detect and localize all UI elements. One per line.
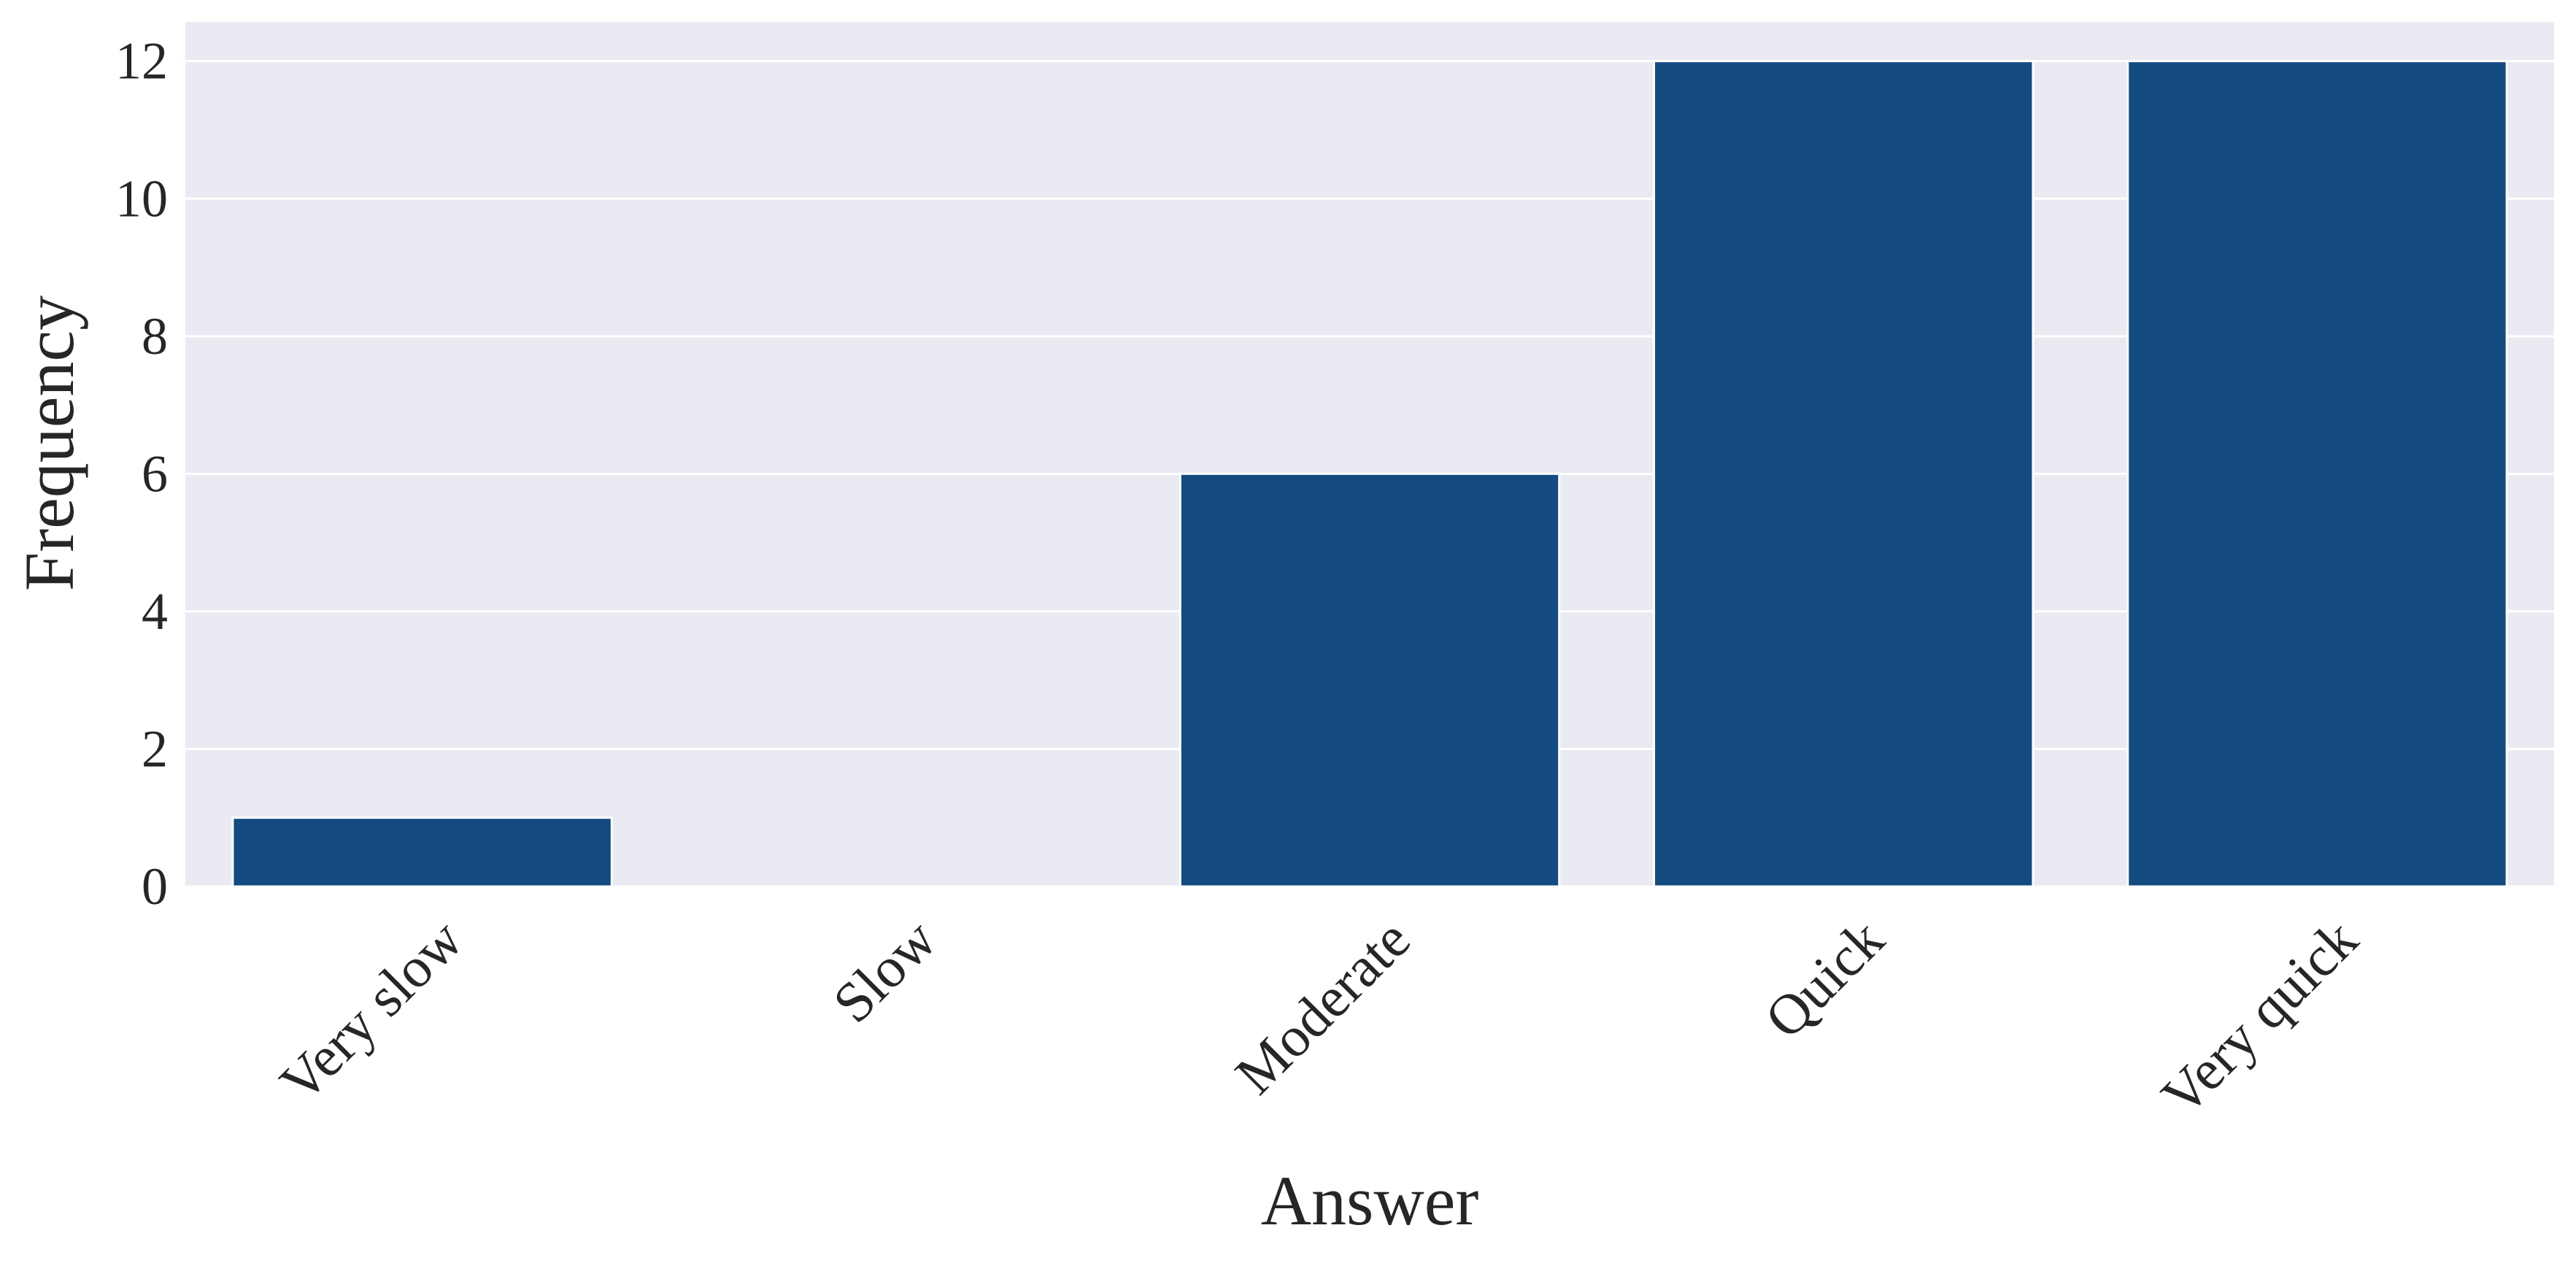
y-tick-label: 2 xyxy=(142,719,168,778)
bar-very-slow xyxy=(231,816,613,888)
x-axis-title: Answer xyxy=(1261,1162,1479,1240)
y-tick-label: 6 xyxy=(142,444,168,503)
x-tick-label: Very quick xyxy=(2149,907,2369,1127)
x-tick-label: Moderate xyxy=(1223,907,1422,1106)
y-tick-label: 4 xyxy=(142,582,168,641)
bar-quick xyxy=(1653,60,2035,888)
y-axis-ticks: 0 2 4 6 8 10 12 xyxy=(115,32,168,916)
x-axis-ticks: Very slow Slow Moderate Quick Very quick xyxy=(268,907,2369,1127)
x-tick-label: Very slow xyxy=(268,907,475,1114)
x-tick-label: Quick xyxy=(1753,907,1896,1050)
bar-very-quick xyxy=(2126,60,2508,888)
x-tick-label: Slow xyxy=(820,907,948,1035)
y-tick-label: 8 xyxy=(142,307,168,366)
y-tick-label: 10 xyxy=(115,169,168,228)
bars xyxy=(231,60,2508,888)
bar-moderate xyxy=(1179,472,1561,888)
y-tick-label: 12 xyxy=(115,32,168,90)
y-tick-label: 0 xyxy=(142,857,168,916)
y-axis-title: Frequency xyxy=(10,296,88,591)
